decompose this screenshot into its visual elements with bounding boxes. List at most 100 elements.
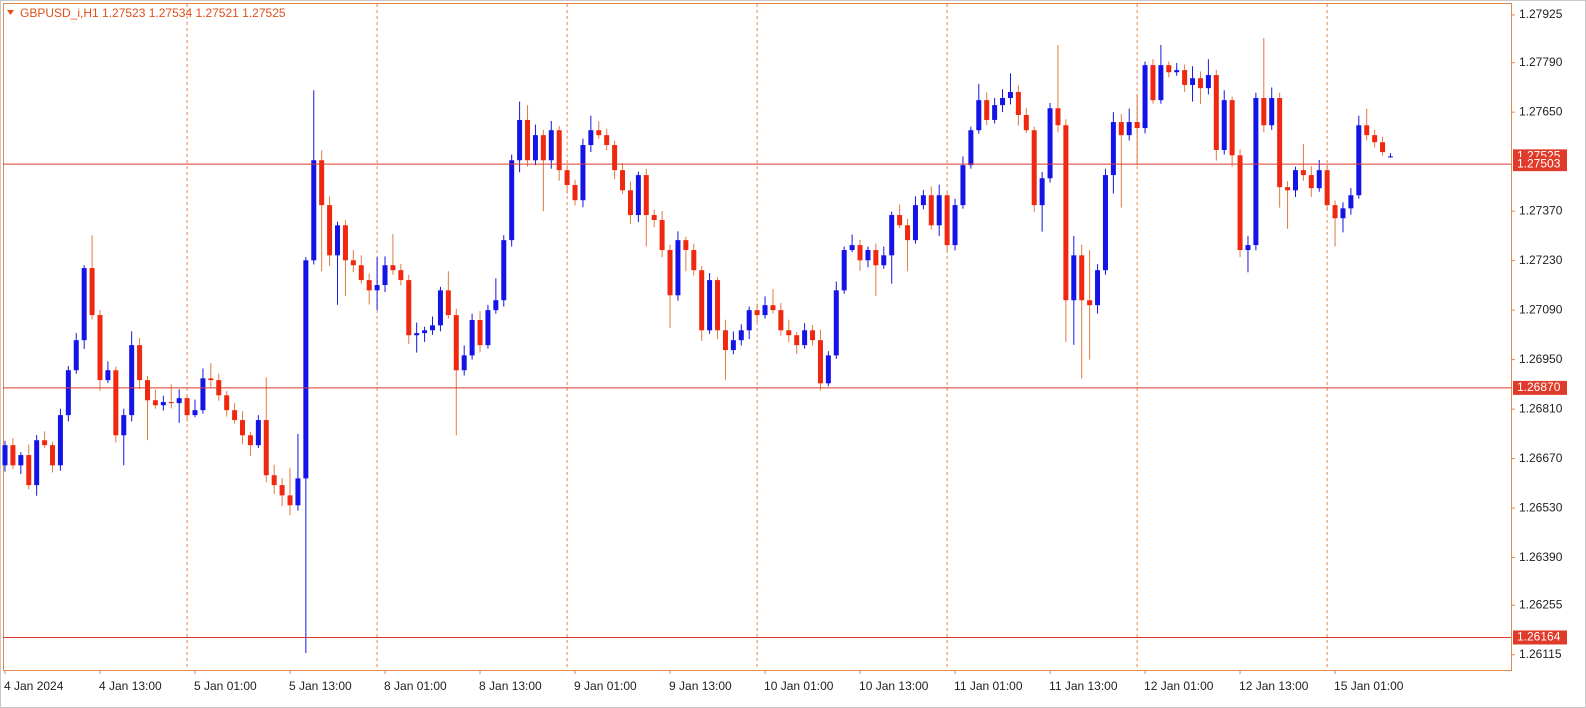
candle-body xyxy=(1356,125,1362,196)
candle-body xyxy=(152,400,158,406)
candle-body xyxy=(675,240,681,296)
candle-body xyxy=(754,310,760,316)
candle-body xyxy=(224,395,230,411)
y-tick-label: 1.26810 xyxy=(1519,401,1563,415)
candle-body xyxy=(517,119,523,161)
candle-body xyxy=(1285,187,1291,191)
x-tick-label: 9 Jan 01:00 xyxy=(574,679,637,693)
x-tick-label: 12 Jan 01:00 xyxy=(1144,679,1214,693)
x-tick-label: 11 Jan 01:00 xyxy=(954,679,1023,693)
y-tick-label: 1.27230 xyxy=(1519,253,1563,267)
candle-body xyxy=(382,265,388,286)
candle-body xyxy=(192,410,198,416)
candle-body xyxy=(1364,125,1370,136)
candle-body xyxy=(928,195,934,226)
candle-body xyxy=(350,260,356,266)
candle-body xyxy=(532,135,538,161)
y-tick-label: 1.26950 xyxy=(1519,352,1563,366)
candle-body xyxy=(1348,195,1354,209)
candle-body xyxy=(18,455,24,466)
candle-body xyxy=(683,240,689,251)
candle-body xyxy=(881,255,887,266)
y-tick-label: 1.27090 xyxy=(1519,302,1563,316)
candle-body xyxy=(1387,156,1393,158)
candle-body xyxy=(936,195,942,226)
candle-body xyxy=(1324,170,1330,206)
candle-body xyxy=(1126,122,1132,136)
x-tick-label: 15 Jan 01:00 xyxy=(1334,679,1404,693)
candle-body xyxy=(34,440,40,486)
candle-body xyxy=(10,445,16,466)
candle-body xyxy=(1166,65,1172,73)
candle-body xyxy=(1118,122,1124,136)
candle-body xyxy=(327,205,333,256)
level-label: 1.27503 xyxy=(1517,156,1561,170)
candle-body xyxy=(160,402,166,406)
candle-body xyxy=(873,250,879,266)
y-tick-label: 1.26390 xyxy=(1519,550,1563,564)
candle-body xyxy=(1015,92,1021,115)
candle-body xyxy=(1229,100,1235,156)
candle-body xyxy=(699,270,705,331)
candle-body xyxy=(707,280,713,331)
candle-body xyxy=(311,160,317,261)
candle-body xyxy=(588,130,594,146)
candle-body xyxy=(247,435,253,446)
candle-body xyxy=(1142,65,1148,129)
candle-body xyxy=(849,245,855,251)
candle-body xyxy=(445,290,451,316)
candle-body xyxy=(137,345,143,381)
candle-body xyxy=(968,130,974,166)
candle-body xyxy=(1023,115,1029,131)
candle-body xyxy=(1071,255,1077,301)
candle-body xyxy=(105,370,111,381)
candle-body xyxy=(1316,170,1322,189)
x-tick-label: 8 Jan 01:00 xyxy=(384,679,447,693)
candle-body xyxy=(1000,98,1006,106)
x-tick-label: 10 Jan 01:00 xyxy=(764,679,834,693)
y-tick-label: 1.27790 xyxy=(1519,55,1563,69)
candle-body xyxy=(730,340,736,351)
candle-body xyxy=(145,380,151,401)
candle-body xyxy=(374,285,380,291)
candle-body xyxy=(691,250,697,271)
candle-body xyxy=(398,270,404,281)
y-tick-label: 1.26115 xyxy=(1519,647,1562,661)
candle-body xyxy=(2,445,8,466)
candle-body xyxy=(200,378,206,411)
candle-body xyxy=(667,250,673,296)
candle-body xyxy=(184,398,190,416)
candle-body xyxy=(366,280,372,291)
candle-body xyxy=(643,175,649,216)
candle-body xyxy=(303,260,309,479)
candle-body xyxy=(1158,65,1164,101)
y-tick-label: 1.27925 xyxy=(1519,7,1563,21)
candle-body xyxy=(540,135,546,161)
candle-body xyxy=(960,165,966,206)
candle-body xyxy=(762,305,768,316)
candle-body xyxy=(1308,175,1314,189)
candle-body xyxy=(414,333,420,336)
candle-body xyxy=(976,100,982,131)
candle-body xyxy=(1150,65,1156,101)
candle-body xyxy=(770,305,776,311)
candle-body xyxy=(580,145,586,201)
level-label-box xyxy=(1513,380,1567,395)
candle-body xyxy=(984,100,990,120)
candle-body xyxy=(738,330,744,341)
candle-body xyxy=(992,105,998,120)
candle-body xyxy=(905,225,911,241)
candle-body xyxy=(1253,98,1259,246)
candle-body xyxy=(453,315,459,371)
candle-body xyxy=(81,268,87,341)
candle-body xyxy=(778,310,784,331)
candle-body xyxy=(437,290,443,326)
candle-body xyxy=(825,355,831,384)
candle-body xyxy=(564,170,570,185)
candle-body xyxy=(1174,70,1180,73)
candle-body xyxy=(865,250,871,261)
y-tick-label: 1.26670 xyxy=(1519,451,1563,465)
candle-body xyxy=(97,315,103,381)
candle-body xyxy=(113,370,119,436)
